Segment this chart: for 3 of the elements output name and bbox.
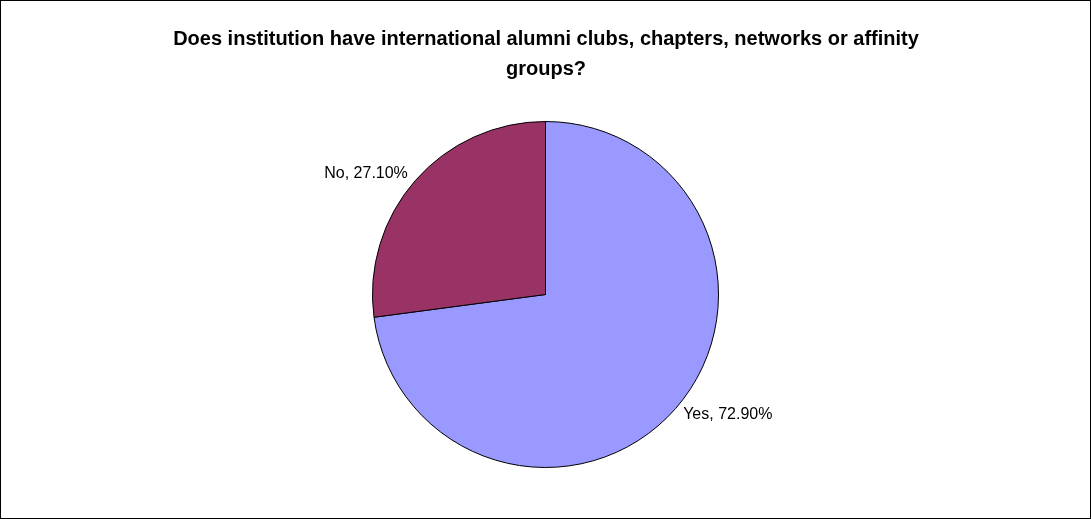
slice-label: Yes, 72.90% bbox=[683, 405, 773, 423]
slice-label: No, 27.10% bbox=[324, 164, 408, 182]
chart-title: Does institution have international alumni clubs, chapters, networks or affinity groups? bbox=[172, 26, 920, 81]
